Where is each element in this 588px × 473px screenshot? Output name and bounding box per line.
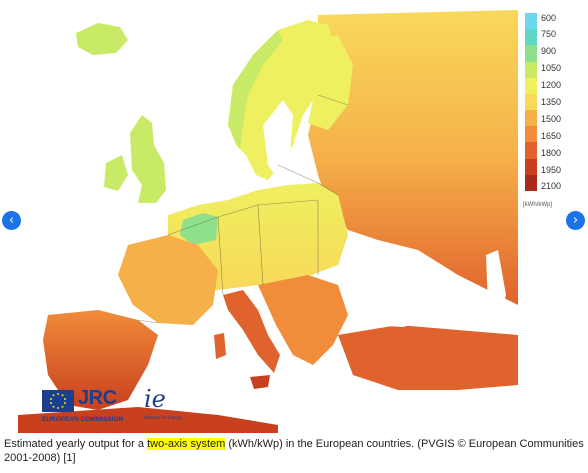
ireland-region [104, 155, 128, 191]
france-region [118, 235, 218, 325]
uk-region [130, 115, 166, 203]
chevron-left-icon: ‹ [8, 213, 15, 228]
sicily-region [250, 375, 270, 389]
iberia-region [43, 310, 158, 410]
legend-label: 1950 [541, 165, 562, 175]
legend-swatch [525, 158, 537, 175]
chevron-right-icon: › [572, 213, 579, 228]
colour-scale-legend: 600 750 900 1050 1200 1350 1500 1650 180… [523, 13, 570, 213]
legend-swatch [525, 13, 537, 30]
caption-text-end: (kWh/kWp) in the European countries. (PV… [4, 438, 584, 464]
legend-swatch [525, 110, 537, 127]
legend-colour-bar [525, 13, 537, 191]
legend-swatch [525, 61, 537, 78]
italy-region [223, 290, 280, 373]
eu-flag-icon [42, 390, 74, 412]
caspian-sea [486, 250, 506, 330]
legend-swatch [525, 142, 537, 159]
finland-region [308, 35, 353, 130]
north-africa-region [18, 407, 278, 433]
legend-label: 750 [541, 29, 557, 39]
legend-label: 1800 [541, 148, 562, 158]
legend-swatch [525, 45, 537, 62]
legend-label: 1200 [541, 80, 562, 90]
previous-image-button[interactable]: ‹ [2, 211, 21, 230]
central-europe-region [168, 183, 348, 290]
jrc-logo: JRC EUROPEAN COMMISSION [42, 387, 130, 427]
legend-swatch [525, 174, 537, 191]
legend-label: 1050 [541, 63, 562, 73]
caption-text-start: Estimated yearly output for a [4, 438, 148, 450]
russia-region [308, 10, 518, 305]
image-caption: Estimated yearly output for a two-axis s… [4, 437, 584, 465]
legend-swatch [525, 126, 537, 143]
legend-label: 1650 [541, 131, 562, 141]
legend-label: 2100 [541, 181, 562, 191]
black-sea [348, 290, 430, 327]
sardinia-region [214, 333, 226, 359]
balkans-region [258, 275, 348, 365]
legend-unit: [kWh/kWp] [523, 202, 553, 208]
ie-subtitle: Institute for Energy [144, 415, 182, 420]
turkey-region [338, 325, 518, 390]
solar-map: 600 750 900 1050 1200 1350 1500 1650 180… [18, 5, 570, 433]
ie-wordmark: ie [144, 385, 166, 413]
jrc-wordmark: JRC [78, 387, 117, 409]
jrc-subtitle: EUROPEAN COMMISSION [42, 416, 124, 423]
legend-label: 900 [541, 46, 557, 56]
iceland-region [76, 23, 128, 55]
ie-logo: ie Institute for Energy [136, 385, 186, 425]
legend-label: 1500 [541, 114, 562, 124]
legend-label: 600 [541, 13, 557, 23]
caption-highlight: two-axis system [147, 438, 226, 450]
legend-swatch [525, 29, 537, 46]
europe-map-graphic [18, 10, 518, 433]
next-image-button[interactable]: › [566, 211, 585, 230]
legend-label: 1350 [541, 97, 562, 107]
norway-coast [228, 30, 283, 150]
benelux-region [180, 213, 218, 245]
baltic-sea [263, 100, 303, 183]
legend-swatch [525, 77, 537, 94]
legend-swatch [525, 93, 537, 111]
